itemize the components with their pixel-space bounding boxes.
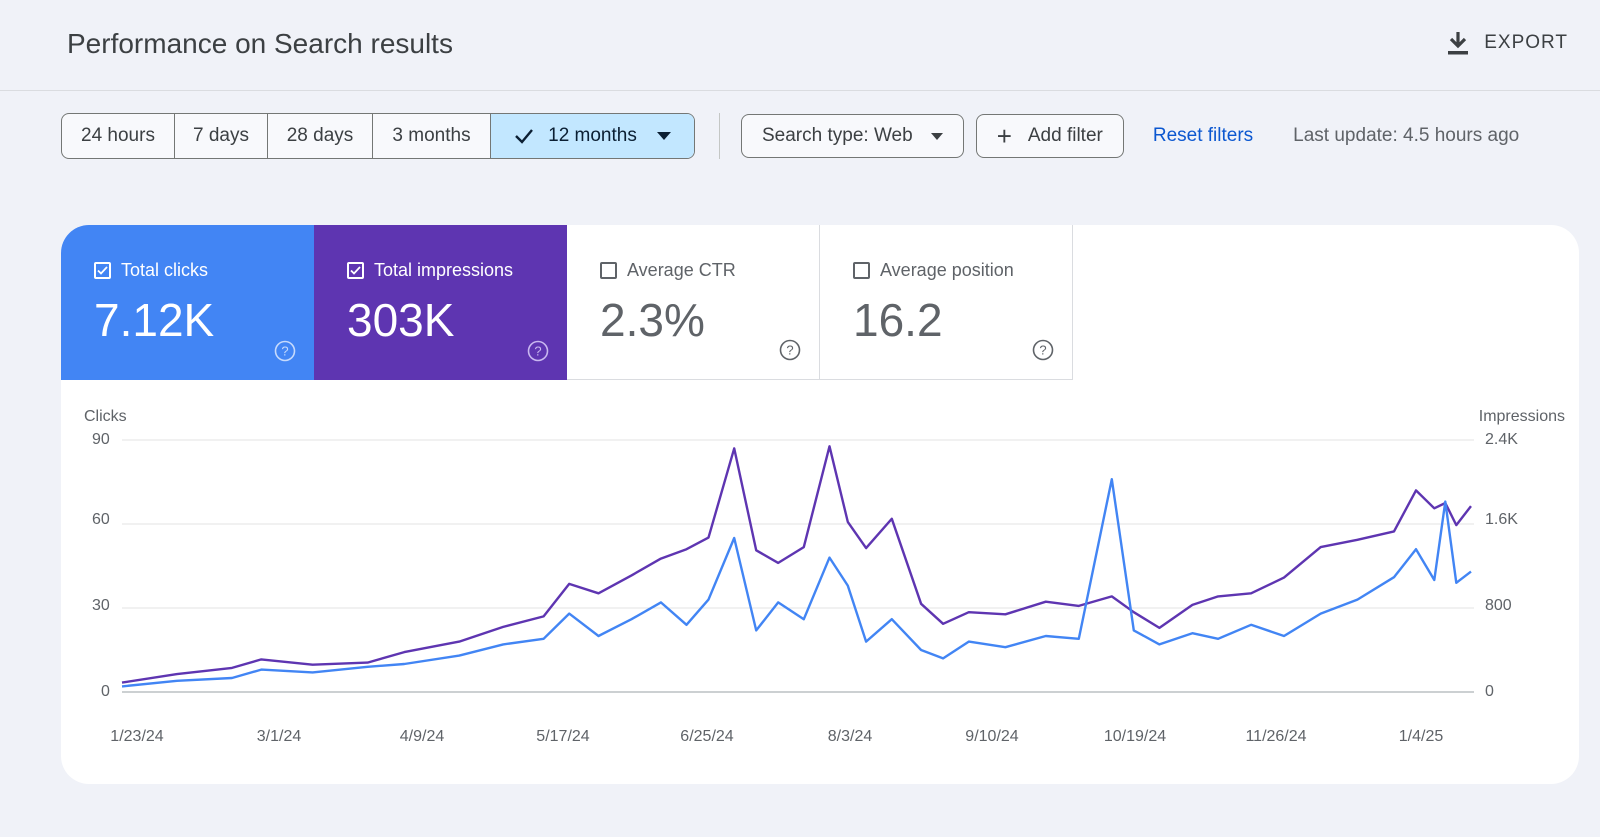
impressions-series-line[interactable] bbox=[121, 445, 1472, 684]
metric-value: 303K bbox=[347, 294, 455, 346]
export-label: EXPORT bbox=[1484, 32, 1568, 53]
reset-filters-link[interactable]: Reset filters bbox=[1152, 125, 1254, 146]
checkbox-checked-icon[interactable] bbox=[94, 262, 111, 279]
page-header: Performance on Search results EXPORT bbox=[0, 0, 1600, 91]
range-label: 24 hours bbox=[81, 125, 155, 146]
checkbox-checked-icon[interactable] bbox=[347, 262, 364, 279]
help-icon[interactable]: ? bbox=[1032, 339, 1054, 361]
search-type-label: Search type: Web bbox=[762, 125, 913, 146]
x-tick: 3/1/24 bbox=[256, 728, 302, 745]
date-range-selector: 24 hours 7 days 28 days 3 months 12 mont… bbox=[61, 113, 695, 159]
add-filter-button[interactable]: + Add filter bbox=[975, 114, 1124, 158]
help-icon[interactable]: ? bbox=[527, 340, 549, 362]
metric-value: 2.3% bbox=[600, 294, 705, 346]
left-tick: 90 bbox=[92, 431, 110, 448]
clicks-series-line[interactable] bbox=[121, 478, 1472, 688]
chevron-down-icon bbox=[656, 132, 671, 140]
check-icon bbox=[515, 129, 534, 144]
right-tick: 1.6K bbox=[1485, 511, 1518, 528]
range-label: 3 months bbox=[392, 125, 471, 146]
metric-average-ctr[interactable]: Average CTR 2.3% ? bbox=[567, 225, 820, 380]
x-tick: 11/26/24 bbox=[1245, 728, 1307, 745]
x-tick: 9/10/24 bbox=[965, 728, 1019, 745]
metric-header: Average CTR bbox=[600, 260, 736, 281]
x-tick: 5/17/24 bbox=[536, 728, 590, 745]
metric-label: Average CTR bbox=[627, 260, 736, 280]
add-filter-label: Add filter bbox=[1027, 125, 1103, 146]
range-28-days[interactable]: 28 days bbox=[268, 114, 373, 158]
performance-chart-card: Total clicks 7.12K ? Total impressions 3… bbox=[61, 225, 1579, 784]
performance-line-chart bbox=[121, 439, 1474, 693]
checkbox-unchecked-icon[interactable] bbox=[600, 262, 617, 279]
range-label: 28 days bbox=[286, 125, 354, 146]
metric-total-clicks[interactable]: Total clicks 7.12K ? bbox=[61, 225, 314, 380]
download-icon bbox=[1448, 32, 1469, 55]
range-12-months[interactable]: 12 months bbox=[491, 114, 694, 158]
page-title: Performance on Search results bbox=[67, 28, 453, 59]
range-7-days[interactable]: 7 days bbox=[175, 114, 268, 158]
checkbox-unchecked-icon[interactable] bbox=[853, 262, 870, 279]
left-axis-title: Clicks bbox=[84, 408, 127, 425]
metric-tabs: Total clicks 7.12K ? Total impressions 3… bbox=[61, 225, 1073, 380]
range-24-hours[interactable]: 24 hours bbox=[62, 114, 175, 158]
range-label: 12 months bbox=[548, 125, 637, 146]
left-tick: 30 bbox=[92, 597, 110, 614]
range-label: 7 days bbox=[193, 125, 249, 146]
export-button[interactable]: EXPORT bbox=[1446, 30, 1568, 56]
svg-text:?: ? bbox=[1039, 343, 1046, 358]
metric-header: Total clicks bbox=[94, 260, 208, 281]
help-icon[interactable]: ? bbox=[274, 340, 296, 362]
x-tick: 1/23/24 bbox=[110, 728, 164, 745]
x-tick: 6/25/24 bbox=[680, 728, 734, 745]
x-tick: 10/19/24 bbox=[1103, 728, 1167, 745]
x-tick: 4/9/24 bbox=[399, 728, 445, 745]
last-update-text: Last update: 4.5 hours ago bbox=[1293, 125, 1520, 146]
filter-bar: 24 hours 7 days 28 days 3 months 12 mont… bbox=[61, 113, 1519, 159]
metric-label: Total impressions bbox=[374, 260, 514, 280]
x-tick: 1/4/25 bbox=[1398, 728, 1444, 745]
right-axis-title: Impressions bbox=[1478, 408, 1565, 425]
right-tick: 800 bbox=[1485, 597, 1512, 614]
search-type-dropdown[interactable]: Search type: Web bbox=[741, 114, 964, 158]
metric-value: 16.2 bbox=[853, 294, 943, 346]
divider bbox=[719, 113, 720, 159]
plus-icon: + bbox=[996, 121, 1012, 151]
x-tick: 8/3/24 bbox=[827, 728, 873, 745]
metric-value: 7.12K bbox=[94, 294, 215, 346]
metric-header: Average position bbox=[853, 260, 1014, 281]
metric-average-position[interactable]: Average position 16.2 ? bbox=[820, 225, 1073, 380]
metric-total-impressions[interactable]: Total impressions 303K ? bbox=[314, 225, 567, 380]
svg-text:?: ? bbox=[281, 344, 288, 359]
range-3-months[interactable]: 3 months bbox=[373, 114, 491, 158]
help-icon[interactable]: ? bbox=[779, 339, 801, 361]
left-tick: 60 bbox=[92, 511, 110, 528]
svg-text:?: ? bbox=[534, 344, 541, 359]
right-tick: 2.4K bbox=[1485, 431, 1518, 448]
metric-label: Average position bbox=[880, 260, 1014, 280]
metric-header: Total impressions bbox=[347, 260, 513, 281]
left-tick: 0 bbox=[101, 683, 110, 700]
right-tick: 0 bbox=[1485, 683, 1494, 700]
chevron-down-icon bbox=[930, 132, 943, 140]
svg-text:?: ? bbox=[786, 343, 793, 358]
metric-label: Total clicks bbox=[121, 260, 209, 280]
